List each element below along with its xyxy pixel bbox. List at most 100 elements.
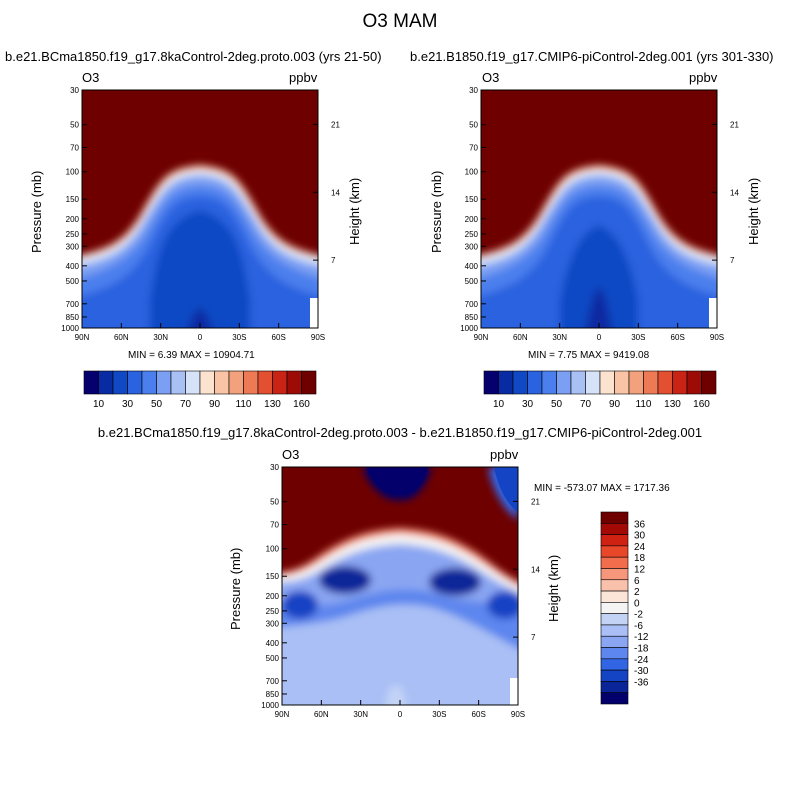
x-tick-label: 30N (153, 333, 168, 342)
y2-tick-label: 14 (730, 188, 739, 197)
colorbar-swatch (243, 370, 259, 395)
y-tick-label: 150 (66, 195, 80, 204)
x-tick-label: 60N (114, 333, 129, 342)
x-tick-label: 30N (353, 710, 368, 719)
panel-1-unit-label: ppbv (289, 70, 318, 85)
colorbar-swatch (527, 370, 543, 395)
y-tick-label: 400 (266, 639, 280, 648)
colorbar-label: 90 (209, 399, 221, 410)
x-tick-label: 0 (198, 333, 203, 342)
y-tick-label: 30 (270, 463, 279, 472)
y-tick-label: 250 (266, 607, 280, 616)
colorbar-label: 160 (693, 399, 710, 410)
colorbar-label: -6 (634, 621, 643, 632)
colorbar-swatch (570, 370, 586, 395)
x-tick-label: 30S (232, 333, 246, 342)
colorbar-label: 130 (664, 399, 681, 410)
y-tick-label: 700 (465, 300, 479, 309)
colorbar-swatch (585, 370, 601, 395)
panel-1-var-label: O3 (82, 70, 100, 85)
y-tick-label: 200 (266, 592, 280, 601)
colorbar-label: 30 (522, 399, 534, 410)
x-tick-label: 0 (398, 710, 403, 719)
y-tick-label: 700 (266, 677, 280, 686)
panel-2-var-label: O3 (482, 70, 500, 85)
y-tick-label: 150 (266, 572, 280, 581)
panel-1-min-max: MIN = 6.39 MAX = 10904.71 (128, 350, 255, 361)
colorbar-label: -12 (634, 632, 649, 643)
colorbar-label: 2 (634, 587, 640, 598)
y2-tick-label: 21 (331, 120, 340, 129)
colorbar-swatch (498, 370, 514, 395)
x-tick-label: 0 (597, 333, 602, 342)
y-tick-label: 100 (465, 168, 479, 177)
panel-3-difference-field (282, 467, 518, 705)
colorbar-swatch (600, 511, 629, 524)
panel-3-unit-label: ppbv (490, 447, 519, 462)
colorbar-label: 90 (609, 399, 621, 410)
y-tick-label: 200 (465, 215, 479, 224)
colorbar-label: 160 (293, 399, 310, 410)
x-tick-label: 60S (671, 333, 685, 342)
panel-3-subtitle: b.e21.BCma1850.f19_g17.8kaControl-2deg.p… (97, 425, 703, 440)
colorbar-swatch (286, 370, 302, 395)
colorbar-swatch (628, 370, 644, 395)
colorbar-swatch (600, 669, 629, 682)
y-tick-label: 300 (66, 242, 80, 251)
colorbar-swatch (600, 590, 629, 603)
panel-3-var-label: O3 (282, 447, 300, 462)
panel-2-ozone-field (481, 90, 717, 328)
y2-tick-label: 21 (730, 120, 739, 129)
x-tick-label: 30N (552, 333, 567, 342)
x-tick-label: 90S (511, 710, 525, 719)
colorbar-label: 36 (634, 519, 646, 530)
x-tick-label: 60S (272, 333, 286, 342)
x-tick-label: 60N (314, 710, 329, 719)
y-tick-label: 400 (66, 262, 80, 271)
colorbar-label: 30 (634, 531, 646, 542)
panel-2-min-max: MIN = 7.75 MAX = 9419.08 (528, 350, 650, 361)
colorbar-swatch (614, 370, 630, 395)
y2-tick-label: 14 (331, 188, 340, 197)
y-tick-label: 400 (465, 262, 479, 271)
colorbar-swatch (127, 370, 143, 395)
y-tick-label: 50 (270, 498, 279, 507)
y-tick-label: 70 (270, 521, 279, 530)
colorbar-swatch (600, 681, 629, 694)
x-tick-label: 90S (710, 333, 724, 342)
y-tick-label: 50 (469, 121, 478, 130)
colorbar-swatch (686, 370, 702, 395)
colorbar-swatch (599, 370, 615, 395)
colorbar-swatch (185, 370, 201, 395)
y-tick-label: 1000 (61, 324, 79, 333)
colorbar-swatch (214, 370, 230, 395)
y2-tick-label: 7 (331, 256, 336, 265)
colorbar-swatch (541, 370, 557, 395)
colorbar-label: 50 (551, 399, 563, 410)
colorbar-label: 6 (634, 576, 640, 587)
colorbar-swatch (643, 370, 659, 395)
y-tick-label: 850 (66, 313, 80, 322)
y-tick-label: 500 (465, 277, 479, 286)
colorbar-swatch (657, 370, 673, 395)
colorbar-swatch (600, 534, 629, 547)
y-tick-label: 30 (70, 86, 79, 95)
colorbar-swatch (512, 370, 528, 395)
colorbar-swatch (600, 522, 629, 535)
colorbar-label: 50 (151, 399, 163, 410)
colorbar-label: 130 (264, 399, 281, 410)
x-tick-label: 60S (472, 710, 486, 719)
x-tick-label: 90N (75, 333, 90, 342)
panel-3-min-max: MIN = -573.07 MAX = 1717.36 (534, 483, 670, 494)
colorbar-swatch (556, 370, 572, 395)
colorbar-swatch (483, 370, 499, 395)
colorbar-label: -30 (634, 666, 649, 677)
y-tick-label: 500 (266, 654, 280, 663)
colorbar-swatch (600, 568, 629, 581)
y-tick-label: 70 (469, 144, 478, 153)
x-tick-label: 60N (513, 333, 528, 342)
y-tick-label: 250 (66, 230, 80, 239)
colorbar-swatch (600, 624, 629, 637)
colorbar-swatch (600, 579, 629, 592)
